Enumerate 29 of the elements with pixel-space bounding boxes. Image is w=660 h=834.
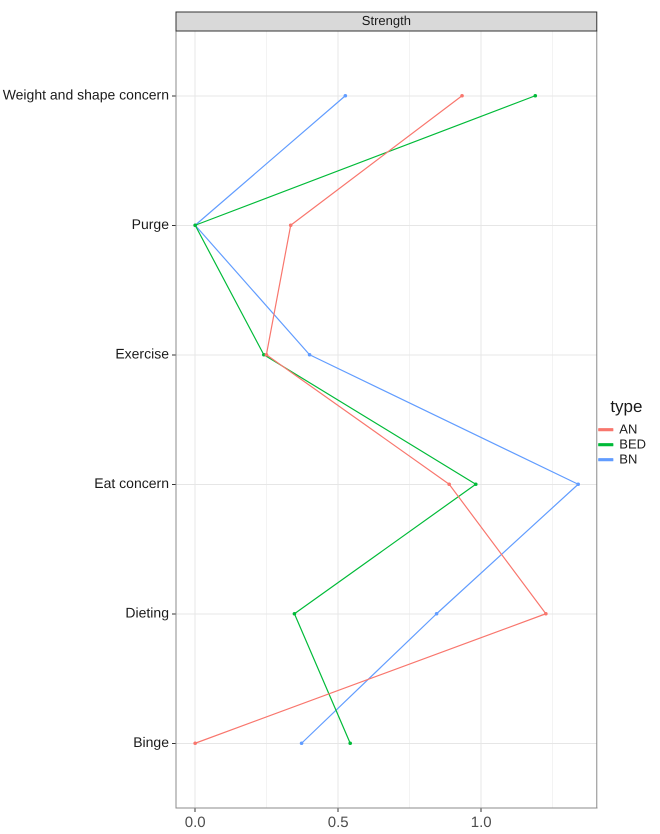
point xyxy=(533,94,538,98)
point xyxy=(264,352,268,357)
point xyxy=(348,741,352,746)
chart-title: Strength xyxy=(362,13,411,28)
point xyxy=(308,352,312,357)
x-tick-label: 0.5 xyxy=(328,814,349,832)
legend-title: type xyxy=(610,396,642,416)
point xyxy=(447,482,451,486)
legend-label: BN xyxy=(619,451,638,466)
y-tick-label: Dieting xyxy=(125,604,169,621)
point xyxy=(288,223,293,228)
y-tick-label: Purge xyxy=(132,216,170,232)
point xyxy=(576,482,580,486)
point xyxy=(434,612,438,616)
y-tick-label: Binge xyxy=(133,734,170,750)
legend-label: BED xyxy=(619,436,646,452)
point xyxy=(544,612,548,616)
x-tick-label: 0.0 xyxy=(184,814,206,832)
legend-label: AN xyxy=(619,421,638,436)
point xyxy=(460,94,464,98)
x-tick-label: 1.0 xyxy=(470,814,492,832)
point xyxy=(292,612,296,616)
point xyxy=(300,741,304,746)
point xyxy=(193,741,197,746)
y-tick-label: Exercise xyxy=(115,346,170,362)
y-tick-label: Weight and shape concern xyxy=(2,86,169,103)
point xyxy=(474,482,478,486)
point xyxy=(344,94,348,98)
y-tick-label: Eat concern xyxy=(94,475,169,492)
